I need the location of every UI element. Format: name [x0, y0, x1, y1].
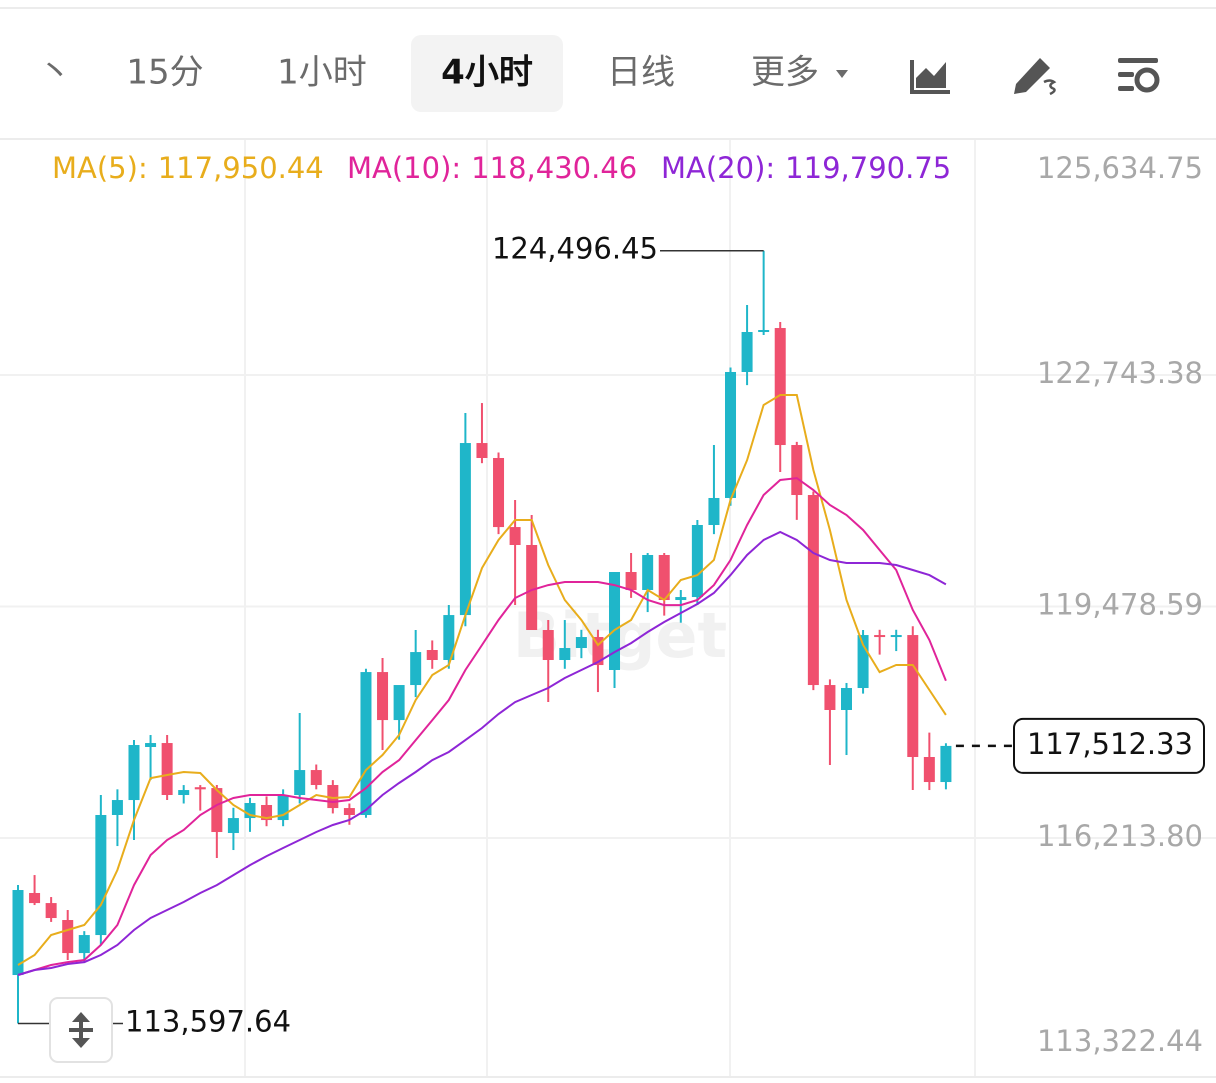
candle-body	[791, 445, 803, 496]
candle-body	[675, 597, 687, 601]
y-tick-label: 116,213.80	[1037, 819, 1203, 853]
tab[interactable]: 丶	[38, 53, 72, 93]
y-tick-label: 122,743.38	[1037, 356, 1203, 390]
candle-body	[178, 790, 190, 796]
ma-line	[17, 394, 947, 966]
legend-name: MA(10):	[347, 151, 461, 185]
legend-name: MA(5):	[52, 151, 148, 185]
y-tick-label: 119,478.59	[1037, 588, 1203, 622]
candle-body	[443, 615, 455, 661]
legend-name: MA(20):	[661, 151, 775, 185]
draw-tool-icon[interactable]	[1014, 58, 1057, 96]
candle-body	[211, 788, 223, 833]
candle-body	[642, 554, 654, 591]
tab-highlight	[411, 35, 563, 112]
candle-body	[526, 544, 538, 631]
candle-body	[625, 572, 637, 591]
tab[interactable]: 4小时	[441, 53, 533, 93]
candle-body	[78, 935, 90, 954]
candle-body	[310, 770, 322, 786]
candle-body	[493, 457, 505, 528]
legend-value: 119,790.75	[785, 151, 951, 185]
candle-body	[426, 650, 438, 661]
candle-body	[559, 648, 571, 661]
candle-body	[45, 903, 57, 919]
candle-body	[62, 920, 74, 954]
tab[interactable]: 15分	[126, 53, 203, 93]
candle-body	[327, 785, 339, 809]
candle-body	[857, 635, 869, 689]
candle-body	[227, 818, 239, 834]
candle-body	[95, 815, 107, 936]
legend-entry: MA(20): 119,790.75	[661, 151, 951, 185]
plot: 125,634.75 122,743.38 119,478.59 116,213.80…	[0, 151, 1216, 1058]
candle-body	[12, 890, 24, 976]
candle-body	[923, 757, 935, 783]
y-tick-label: 125,634.75	[1037, 151, 1203, 185]
candle-body	[575, 637, 587, 649]
candle-body	[940, 745, 952, 783]
candle-body	[128, 745, 140, 801]
candle-body	[824, 685, 836, 710]
tab-bar: 丶 15分 1小时 4小时 日线 更多	[38, 35, 819, 112]
candle-body	[343, 808, 355, 816]
tab[interactable]: 日线	[607, 53, 675, 93]
candle-body	[277, 795, 289, 821]
legend-value: 118,430.46	[471, 151, 637, 185]
settings-icon[interactable]	[1118, 58, 1160, 93]
legend-value: 117,950.44	[158, 151, 324, 185]
candle-body	[907, 635, 919, 758]
candle-body	[111, 800, 123, 816]
time-grid	[244, 140, 976, 1076]
candle-body	[459, 443, 471, 616]
candle-body	[542, 630, 554, 661]
candle-body	[592, 637, 604, 666]
candle-body	[377, 672, 389, 721]
chart-type-icon[interactable]	[910, 60, 950, 94]
candle-body	[691, 525, 703, 598]
tab[interactable]: 1小时	[277, 53, 367, 93]
candle-body	[874, 635, 886, 638]
candle-body	[890, 635, 902, 638]
candle-body	[725, 371, 737, 498]
candle-body	[161, 743, 173, 796]
candle-body	[708, 497, 720, 526]
last-price-label: 117,512.33	[1027, 727, 1193, 761]
candle-body	[476, 443, 488, 458]
tab[interactable]: 更多	[751, 53, 819, 93]
candle-body	[145, 743, 157, 748]
annotation-label: 124,496.45	[492, 232, 658, 266]
candle-body	[29, 892, 41, 904]
candle-body	[194, 787, 206, 790]
annotation-label: 113,597.64	[125, 1004, 291, 1038]
candle-body	[741, 331, 753, 372]
dropdown-caret[interactable]	[836, 70, 848, 78]
candle-body	[758, 330, 770, 333]
y-tick-label: 113,322.44	[1037, 1024, 1203, 1058]
candle-body	[261, 805, 273, 821]
candle-body	[807, 495, 819, 686]
candle-body	[774, 328, 786, 446]
candle-body	[244, 803, 256, 819]
candle-body	[658, 554, 670, 601]
candle-body	[410, 652, 422, 686]
candle-body	[841, 688, 852, 710]
candle-body	[609, 572, 621, 671]
candle-body	[360, 672, 372, 816]
ma-line	[17, 477, 947, 976]
candle-body	[393, 685, 405, 721]
candle-body	[509, 527, 521, 545]
last-price-box	[1013, 717, 1205, 774]
scroll-button[interactable]	[49, 997, 113, 1063]
ma-line	[17, 530, 947, 976]
legend-entry: MA(10): 118,430.46	[347, 151, 637, 185]
candle-body	[294, 770, 306, 796]
legend-entry: MA(5): 117,950.44	[52, 151, 324, 185]
